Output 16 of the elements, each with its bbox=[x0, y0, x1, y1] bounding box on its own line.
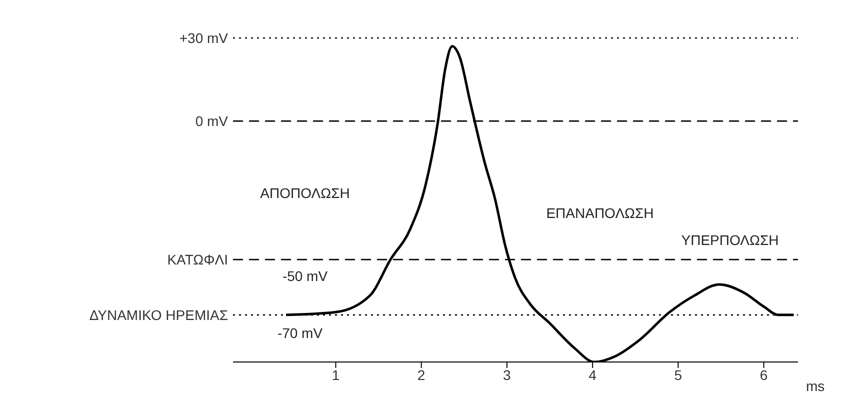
x-tick-label: 1 bbox=[332, 366, 340, 383]
x-tick-label: 4 bbox=[588, 366, 597, 383]
annotation: ΕΠΑΝΑΠΟΛΩΣΗ bbox=[546, 205, 654, 221]
ref-line-label: ΚΑΤΩΦΛΙ bbox=[167, 252, 228, 268]
x-axis-title: ms bbox=[806, 378, 825, 394]
annotation: -50 mV bbox=[282, 268, 328, 284]
ref-line-label: ΔΥΝΑΜΙΚΟ ΗΡΕΜΙΑΣ bbox=[89, 306, 228, 323]
annotation: ΑΠΟΠΟΛΩΣΗ bbox=[260, 185, 350, 201]
x-tick-label: 2 bbox=[417, 366, 426, 383]
annotation: -70 mV bbox=[277, 325, 323, 341]
ref-line-label: +30 mV bbox=[179, 30, 229, 46]
x-tick-label: 5 bbox=[674, 366, 682, 383]
annotation: ΥΠΕΡΠΟΛΩΣΗ bbox=[681, 232, 779, 248]
ref-line-label: 0 mV bbox=[195, 113, 229, 130]
x-tick-label: 6 bbox=[760, 366, 768, 383]
x-tick-label: 3 bbox=[503, 366, 512, 383]
